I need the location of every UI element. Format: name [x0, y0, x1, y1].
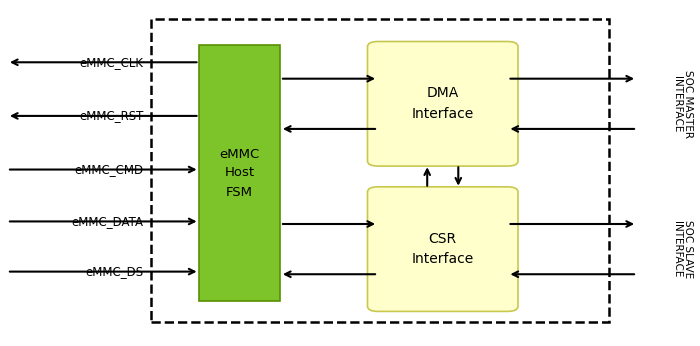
Text: SOC MASTER
INTERFACE: SOC MASTER INTERFACE: [672, 70, 693, 138]
Text: eMMC_DATA: eMMC_DATA: [71, 215, 144, 228]
Bar: [150, 19, 609, 322]
Bar: [199, 45, 280, 301]
FancyBboxPatch shape: [368, 42, 518, 166]
Text: eMMC_CMD: eMMC_CMD: [74, 163, 144, 176]
Text: CSR
Interface: CSR Interface: [412, 232, 474, 266]
Text: eMMC_RST: eMMC_RST: [79, 109, 144, 122]
Text: eMMC_CLK: eMMC_CLK: [80, 56, 144, 69]
Text: SOC SLAVE
INTERFACE: SOC SLAVE INTERFACE: [672, 220, 693, 278]
Text: eMMC_DS: eMMC_DS: [85, 265, 144, 278]
FancyBboxPatch shape: [368, 187, 518, 311]
Text: DMA
Interface: DMA Interface: [412, 86, 474, 121]
Text: eMMC
Host
FSM: eMMC Host FSM: [220, 147, 260, 199]
